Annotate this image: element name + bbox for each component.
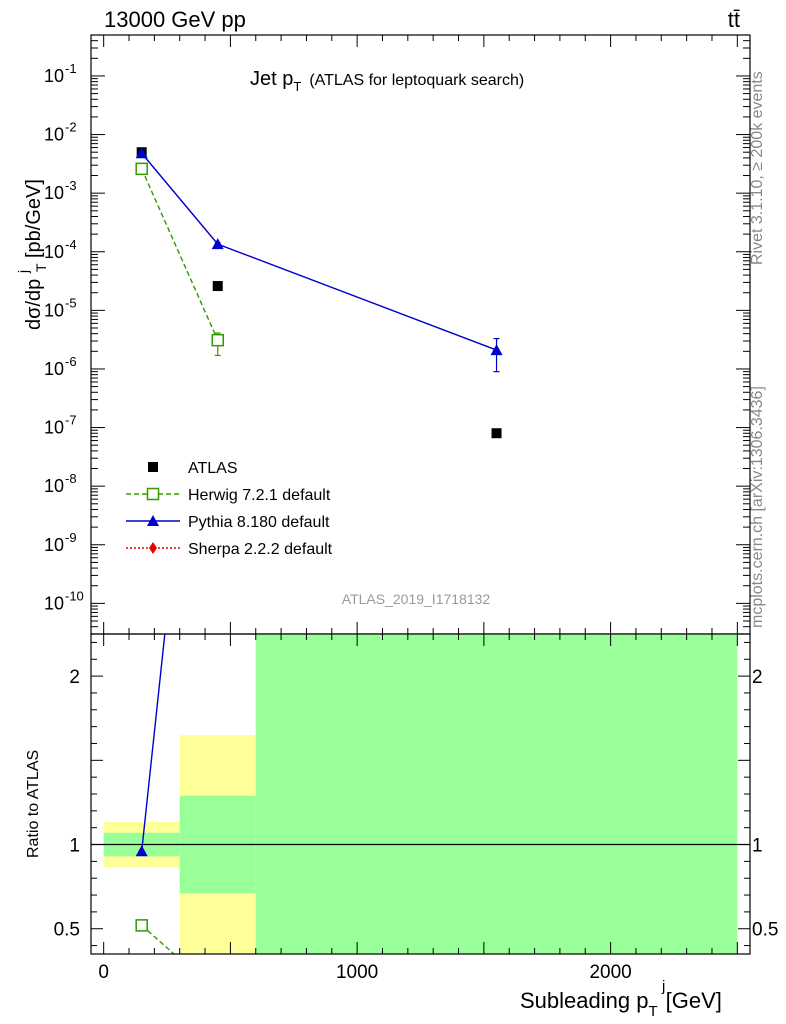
y-tick-label-exponent: -5 xyxy=(65,295,77,310)
ratio-y-tick-label-right: 1 xyxy=(752,836,763,857)
plot-title-rest: (ATLAS for leptoquark search) xyxy=(309,72,524,89)
legend-sherpa-label: Sherpa 2.2.2 default xyxy=(188,541,333,558)
y-tick-label: 10 xyxy=(44,300,64,320)
x-axis-label-sup: j xyxy=(661,978,665,995)
energy-label: 13000 GeV pp xyxy=(104,7,246,32)
pythia-point xyxy=(211,238,224,250)
herwig-ratio-point xyxy=(135,919,148,932)
plot-title: Jet pT (ATLAS for leptoquark search) xyxy=(250,68,524,94)
ratio-y-tick-label: 2 xyxy=(69,667,80,688)
legend-herwig-label: Herwig 7.2.1 default xyxy=(188,487,331,504)
ratio-y-tick-label: 1 xyxy=(69,836,80,857)
y-tick-label: 10 xyxy=(44,535,64,555)
y-tick-label-exponent: -2 xyxy=(65,120,77,135)
x-tick-label: 1000 xyxy=(336,962,378,983)
legend-pythia-marker xyxy=(147,515,159,526)
y-tick-label-exponent: -7 xyxy=(65,413,77,428)
ratio-y-tick-label-right: 0.5 xyxy=(752,920,778,941)
plot-title-sub: T xyxy=(293,79,301,94)
y-tick-label-exponent: -8 xyxy=(65,471,77,486)
y-tick-label: 10 xyxy=(44,183,64,203)
y-tick-label-exponent: -4 xyxy=(65,237,77,252)
pythia-ratio-line xyxy=(140,634,166,852)
y-tick-label: 10 xyxy=(44,242,64,262)
pythia-point xyxy=(490,344,503,356)
legend-sherpa-marker xyxy=(149,542,157,554)
main-y-axis-label-main: dσ/dp xyxy=(23,279,45,330)
legend-atlas-marker xyxy=(148,462,158,472)
main-y-axis-label-unit: [pb/GeV] xyxy=(23,179,45,258)
y-tick-label: 10 xyxy=(44,476,64,496)
x-axis-label-main: Subleading p xyxy=(520,988,648,1013)
main-y-axis-label-sub: T xyxy=(33,263,49,272)
atlas-point xyxy=(212,281,223,292)
pythia-line xyxy=(141,152,497,351)
x-axis-label-unit: [GeV] xyxy=(666,988,722,1013)
main-plot-marks xyxy=(135,147,503,439)
ratio-plot-marks xyxy=(91,634,750,954)
herwig-ratio-line xyxy=(141,924,176,954)
ratio-panel: 0.5 0.5 1 1 2 2 0 1000 2000 Ratio to ATLAS Suble… xyxy=(25,633,778,1020)
herwig-line xyxy=(141,168,219,341)
main-y-axis-label-sup: j xyxy=(15,270,31,274)
x-tick-label: 0 xyxy=(98,962,109,983)
process-label: tt̄ xyxy=(728,7,740,32)
y-tick-label: 10 xyxy=(44,593,64,613)
herwig-point xyxy=(135,162,148,176)
ratio-y-tick-label-right: 2 xyxy=(752,667,763,688)
y-tick-label-exponent: -10 xyxy=(65,588,84,603)
y-tick-label: 10 xyxy=(44,125,64,145)
ratio-y-tick-label: 0.5 xyxy=(54,920,80,941)
legend-herwig-marker xyxy=(146,487,160,501)
y-tick-label-exponent: -1 xyxy=(65,61,77,76)
plot-title-main: Jet p xyxy=(250,68,293,90)
main-y-axis-label: dσ/dp T j [pb/GeV] xyxy=(15,179,49,330)
stat-uncertainty-band xyxy=(255,634,738,954)
side-label-bottom: mcplots.cern.ch [arXiv:1306.3436] xyxy=(749,386,766,628)
analysis-watermark: ATLAS_2019_I1718132 xyxy=(342,591,491,607)
x-axis-label: Subleading pT [GeV] xyxy=(520,988,722,1020)
x-tick-label: 2000 xyxy=(589,962,631,983)
y-tick-label-exponent: -9 xyxy=(65,530,77,545)
legend-atlas-label: ATLAS xyxy=(188,460,238,477)
side-label-top: Rivet 3.1.10, ≥ 200k events xyxy=(749,71,766,265)
ratio-y-axis-label: Ratio to ATLAS xyxy=(25,750,42,858)
pythia-point xyxy=(135,147,148,159)
y-tick-label-exponent: -6 xyxy=(65,354,77,369)
y-tick-label: 10 xyxy=(44,418,64,438)
legend-pythia-label: Pythia 8.180 default xyxy=(188,514,330,531)
pythia-ratio-point xyxy=(135,845,148,857)
main-x-ticks xyxy=(103,35,738,634)
y-tick-label: 10 xyxy=(44,66,64,86)
x-axis-label-sub: T xyxy=(648,1003,657,1020)
herwig-point xyxy=(211,333,224,347)
y-tick-label: 10 xyxy=(44,359,64,379)
ratio-axis-ticks: 0.5 0.5 1 1 2 2 0 1000 2000 xyxy=(54,634,778,983)
legend: ATLAS Herwig 7.2.1 default Pythia 8.180 de… xyxy=(126,460,333,558)
atlas-point xyxy=(491,428,502,439)
y-tick-label-exponent: -3 xyxy=(65,178,77,193)
